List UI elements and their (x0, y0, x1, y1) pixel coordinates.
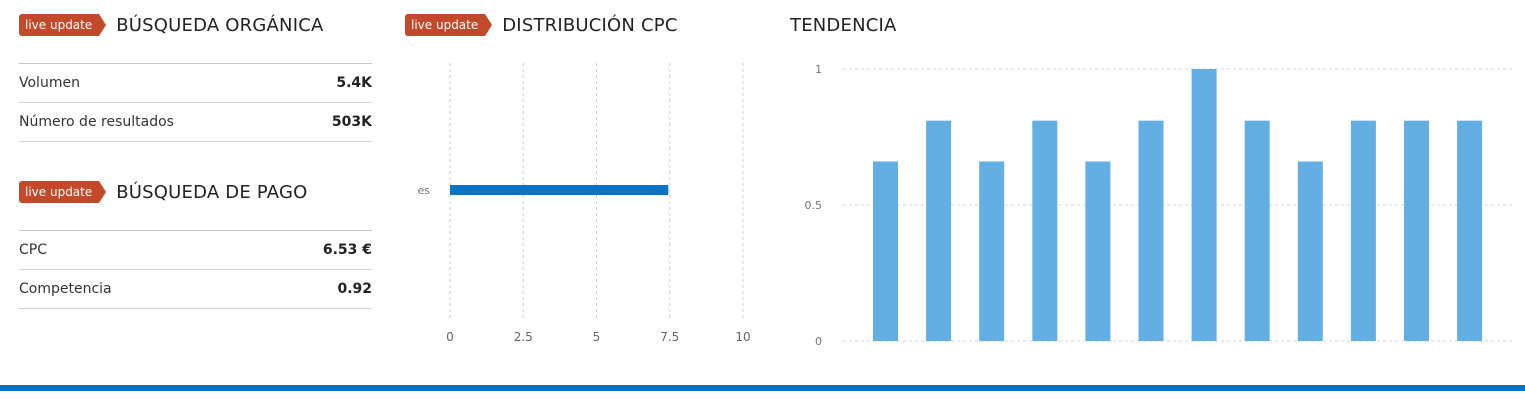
cpc-distribution-chart: 0 2.5 5 7.5 10 es (418, 63, 751, 344)
live-update-badge: live update (405, 14, 493, 36)
trend-section-title: TENDENCIA (790, 14, 897, 36)
live-update-badge: live update (19, 181, 107, 203)
trend-bar (1457, 120, 1483, 342)
trend-bar (873, 161, 898, 341)
cpc-x-tick-label: 2.5 (514, 330, 533, 344)
trend-chart: 00.51 (805, 63, 1512, 348)
trend-y-tick-label: 1 (815, 63, 822, 76)
trend-bar (1350, 120, 1376, 342)
bottom-accent-bar (0, 385, 1525, 391)
trend-y-tick-label: 0.5 (805, 199, 823, 212)
cpc-x-tick-label: 5 (593, 330, 601, 344)
metric-row-volume: Volumen 5.4K (19, 64, 372, 103)
live-update-badge: live update (19, 14, 107, 36)
metric-value: 503K (331, 114, 372, 130)
cpc-x-tick-label: 7.5 (660, 330, 679, 344)
cpc-category-label: es (418, 184, 431, 197)
cpc-x-tick-label: 10 (735, 330, 750, 344)
trend-bar (1297, 161, 1323, 341)
trend-bar (1244, 120, 1270, 342)
metric-label: Número de resultados (19, 114, 174, 130)
cpc-x-tick-label: 0 (446, 330, 454, 344)
trend-bar (1404, 120, 1429, 342)
trend-section-header: TENDENCIA (790, 12, 897, 38)
trend-bar (1032, 120, 1058, 342)
metric-value: 0.92 (337, 281, 372, 297)
organic-section-header: live update BÚSQUEDA ORGÁNICA (19, 12, 324, 38)
metric-row-competition: Competencia 0.92 (19, 270, 372, 309)
metric-label: Competencia (19, 281, 112, 297)
trend-bar (1138, 120, 1164, 342)
metric-value: 5.4K (336, 75, 372, 91)
trend-bar (1191, 69, 1217, 341)
trend-bar (979, 161, 1005, 341)
metric-value: 6.53 € (322, 242, 372, 258)
trend-y-tick-label: 0 (815, 335, 822, 348)
paid-metrics-table: CPC 6.53 € Competencia 0.92 (19, 230, 372, 309)
metric-row-results: Número de resultados 503K (19, 103, 372, 142)
organic-metrics-table: Volumen 5.4K Número de resultados 503K (19, 63, 372, 142)
cpc-bar (450, 185, 669, 195)
organic-section-title: BÚSQUEDA ORGÁNICA (116, 14, 324, 36)
cpc-section-title: DISTRIBUCIÓN CPC (502, 14, 678, 36)
metric-label: CPC (19, 242, 47, 258)
paid-section-title: BÚSQUEDA DE PAGO (116, 181, 308, 203)
metric-label: Volumen (19, 75, 80, 91)
trend-bar (926, 120, 952, 342)
cpc-section-header: live update DISTRIBUCIÓN CPC (405, 12, 678, 38)
metric-row-cpc: CPC 6.53 € (19, 231, 372, 270)
trend-bar (1085, 161, 1111, 341)
paid-section-header: live update BÚSQUEDA DE PAGO (19, 179, 307, 205)
